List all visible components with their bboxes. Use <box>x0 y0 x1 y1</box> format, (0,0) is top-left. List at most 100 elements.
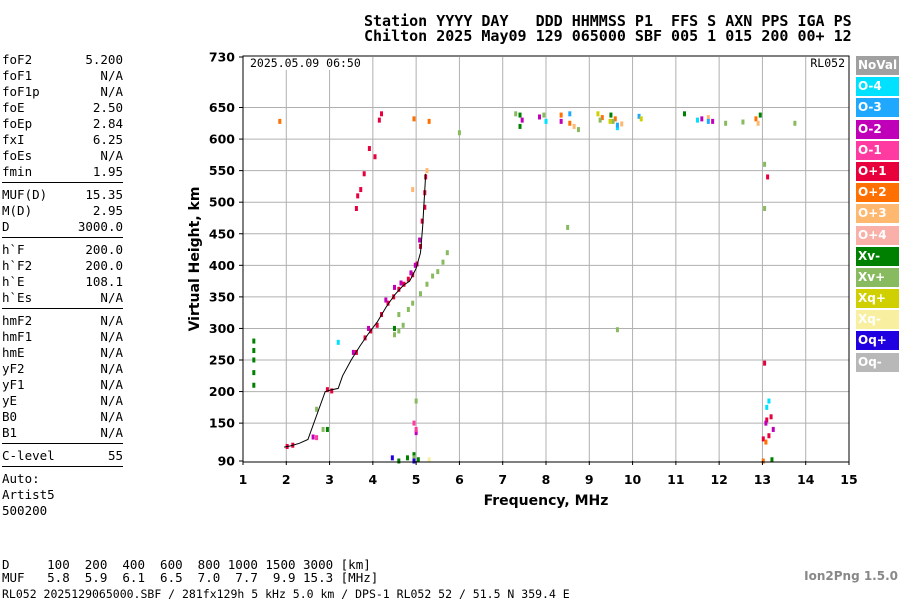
param-row-fof1p: foF1p N/A <box>2 84 123 100</box>
echo-point <box>414 426 418 432</box>
echo-point <box>397 328 401 334</box>
echo-point <box>425 281 429 287</box>
param-value: N/A <box>100 329 123 344</box>
echo-point <box>457 130 461 136</box>
param-value: 55 <box>107 448 123 463</box>
y-tick-label: 300 <box>209 321 235 336</box>
echo-point <box>766 174 770 180</box>
x-tick-label: 7 <box>498 472 507 487</box>
param-row-fxi: fxI 6.25 <box>2 132 123 148</box>
param-name: foF1p <box>2 84 40 99</box>
echo-point <box>367 325 371 331</box>
param-name: fxI <box>2 132 25 147</box>
param-row-hes: h`Es N/A <box>2 290 123 306</box>
echo-point <box>325 387 329 393</box>
x-tick-label: 12 <box>710 472 727 487</box>
echo-point <box>771 426 775 432</box>
legend-item-oplus4: O+4 <box>856 225 899 245</box>
echo-point <box>611 118 615 124</box>
y-tick-label: 90 <box>218 454 236 469</box>
mode-legend: NoVal O-4 O-3 O-2 O-1 O+1 O+2 O+3 O+4 Xv- Xv+ Xq+ Xq… <box>856 56 899 374</box>
param-name: hmE <box>2 345 25 360</box>
echo-point <box>418 291 422 297</box>
legend-item-ominus2: O-2 <box>856 119 899 139</box>
echo-point <box>252 338 256 344</box>
echo-point <box>518 112 522 118</box>
axis-ticks: 1 2 3 4 5 6 7 8 9 10 11 12 13 14 159015020025030035040… <box>209 50 858 488</box>
param-value: N/A <box>100 84 123 99</box>
param-name: foEp <box>2 116 33 131</box>
x-tick-label: 2 <box>282 472 291 487</box>
echo-point <box>330 388 334 394</box>
param-row-fof1: foF1 N/A <box>2 68 123 84</box>
y-tick-label: 400 <box>209 258 235 273</box>
echo-point <box>518 123 522 129</box>
echo-point <box>763 360 767 366</box>
echo-point <box>741 119 745 125</box>
param-row-clevel: C-level 55 <box>2 448 123 464</box>
echo-point <box>252 348 256 354</box>
echo-point <box>359 187 363 193</box>
param-row-hmf1: hmF1 N/A <box>2 329 123 345</box>
echo-point <box>769 414 773 420</box>
param-value: 200.0 <box>85 242 123 257</box>
param-value: 200.0 <box>85 258 123 273</box>
legend-item-oplus1: O+1 <box>856 161 899 181</box>
param-name: yF2 <box>2 361 25 376</box>
legend-item-xqplus: Xq+ <box>856 289 899 309</box>
echo-point <box>393 284 396 290</box>
echo-point <box>427 118 431 124</box>
x-tick-label: 14 <box>797 472 815 487</box>
y-tick-label: 730 <box>209 50 235 65</box>
param-value: N/A <box>100 393 123 408</box>
echo-point <box>252 357 256 363</box>
param-name: foF2 <box>2 52 33 67</box>
echo-point <box>609 112 613 118</box>
echo-point <box>620 121 624 127</box>
echo-point <box>325 426 329 432</box>
echo-point <box>427 457 431 463</box>
echo-point <box>706 118 710 124</box>
header-line-1: Station YYYY DAY DDD HHMMSS P1 FFS S AXN… <box>364 12 852 30</box>
x-tick-label: 15 <box>840 472 857 487</box>
echo-point <box>559 112 563 118</box>
param-value: N/A <box>100 425 123 440</box>
y-tick-label: 200 <box>209 384 235 399</box>
param-value: N/A <box>100 409 123 424</box>
param-row-fmin: fmin 1.95 <box>2 164 123 180</box>
version-label: Ion2Png 1.5.0 <box>804 569 898 583</box>
echo-point <box>683 111 687 117</box>
y-tick-label: 350 <box>209 289 235 304</box>
legend-item-oqminus: Oq- <box>856 352 899 372</box>
footer-info: RL052 2025129065000.SBF / 281fx129h 5 kH… <box>2 587 570 601</box>
echo-point <box>615 125 619 131</box>
echo-point <box>761 458 765 464</box>
muf-table: D 100 200 400 600 800 1000 1500 3000 [km… <box>2 558 378 584</box>
echo-point <box>386 300 390 306</box>
echo-point <box>572 123 576 129</box>
param-value: N/A <box>100 290 123 305</box>
echo-point <box>596 111 600 117</box>
legend-item-xvplus: Xv+ <box>856 267 899 287</box>
x-tick-label: 13 <box>754 472 771 487</box>
echo-point <box>402 281 406 287</box>
echo-point <box>767 398 771 404</box>
echo-point <box>399 280 403 286</box>
y-tick-label: 450 <box>209 226 235 241</box>
echo-point <box>639 116 643 122</box>
param-row-b0: B0 N/A <box>2 409 123 425</box>
param-name: foF1 <box>2 68 33 83</box>
param-value: N/A <box>100 148 123 163</box>
echo-point <box>598 117 602 123</box>
echo-point <box>568 111 572 117</box>
echo-point <box>765 404 769 410</box>
legend-item-xvminus: Xv- <box>856 246 899 266</box>
param-value: 15.35 <box>85 187 123 202</box>
echo-point <box>401 322 405 328</box>
param-row-b1: B1 N/A <box>2 425 123 441</box>
param-name: MUF(D) <box>2 187 48 202</box>
echo-point <box>770 457 774 463</box>
echo-point <box>758 112 762 118</box>
x-tick-label: 5 <box>412 472 421 487</box>
echo-point <box>724 120 728 126</box>
